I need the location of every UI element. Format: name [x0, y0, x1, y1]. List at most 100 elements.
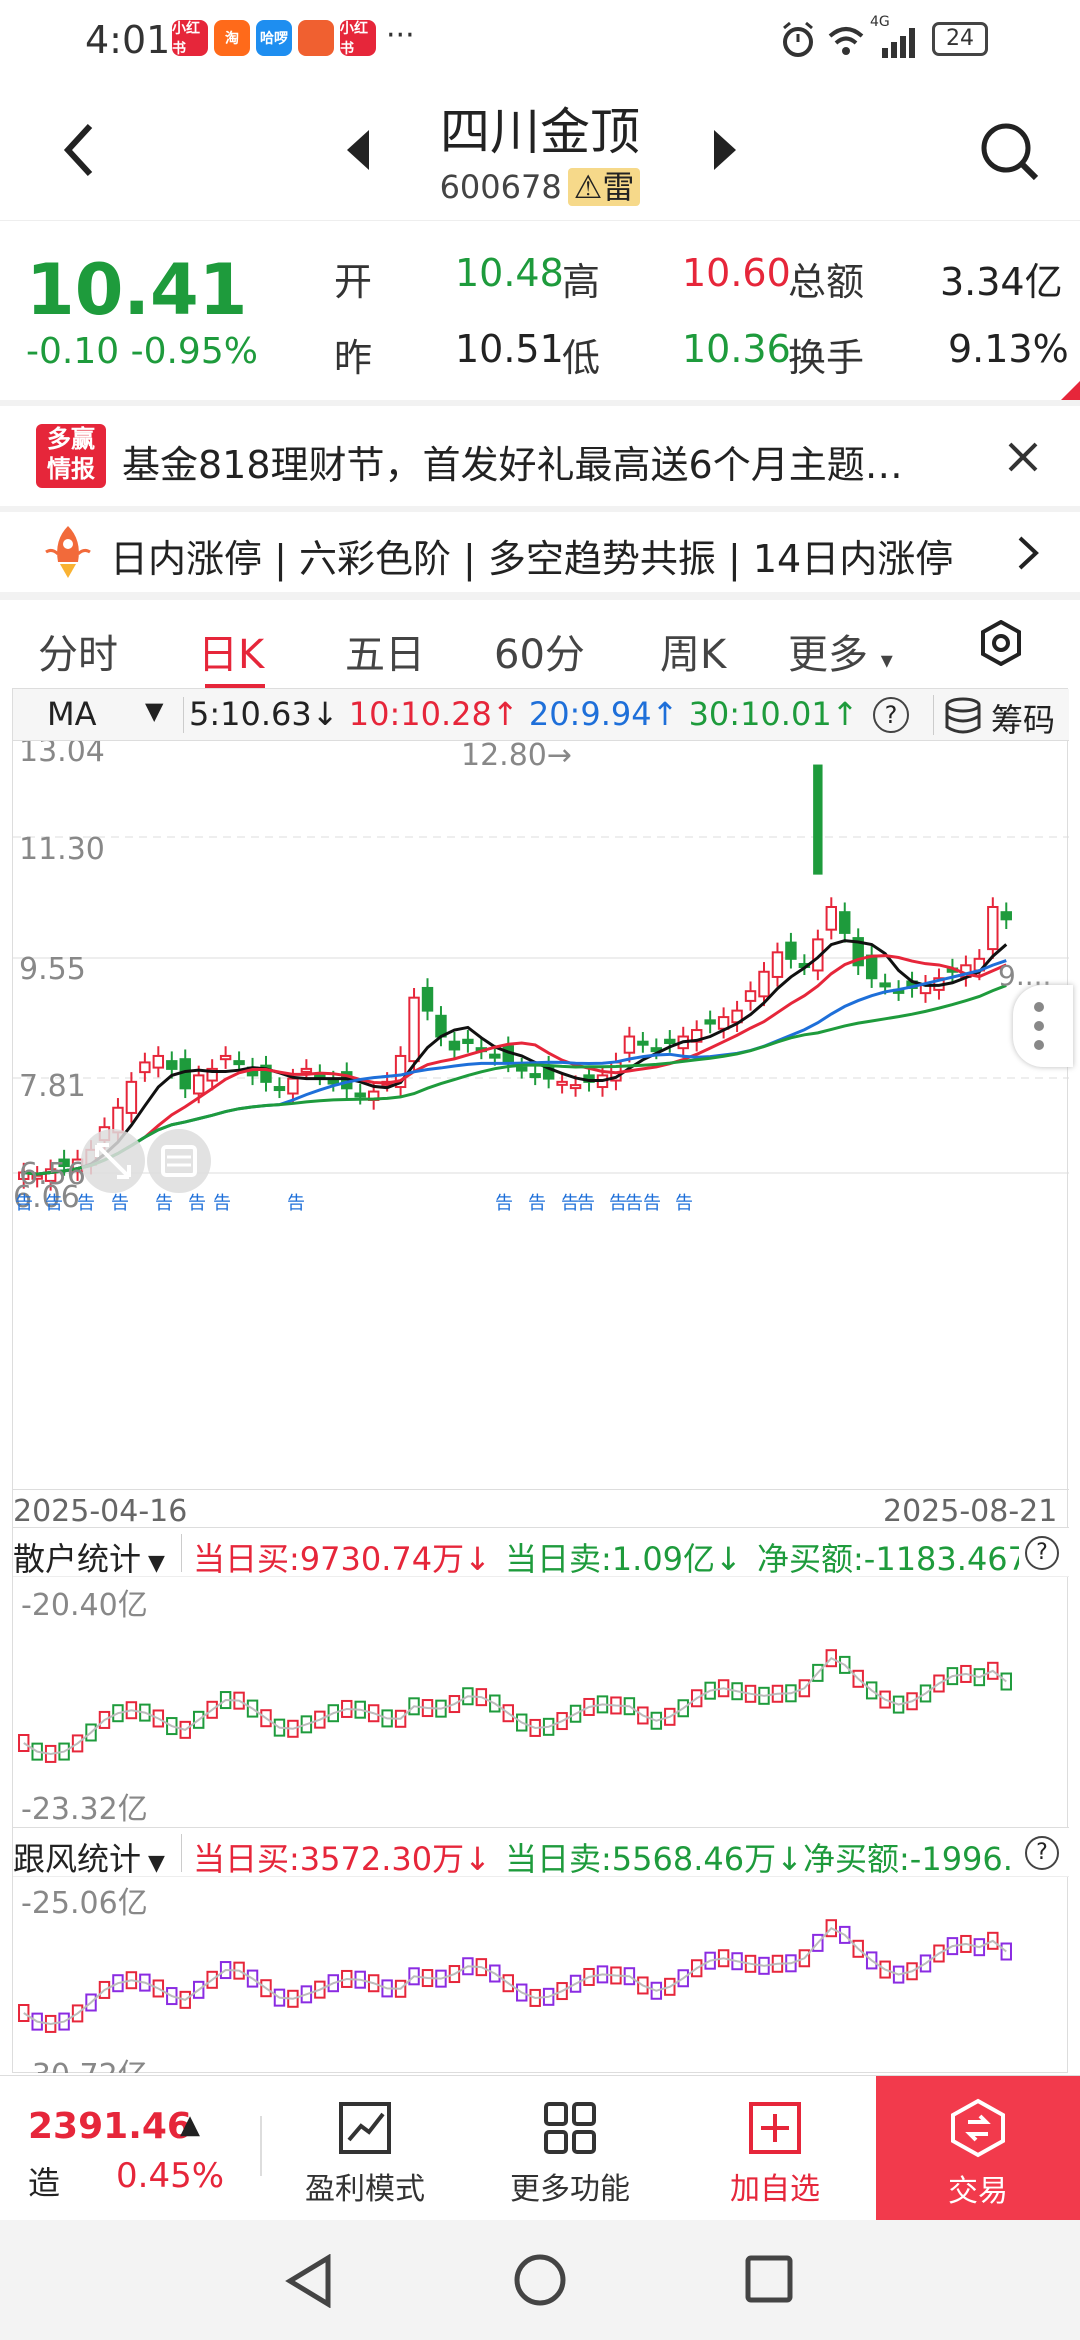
news-banner[interactable]: 多赢 情报 基金818理财节，首发好礼最高送6个月主题… — [0, 406, 1080, 506]
announcement-marker[interactable]: 告 — [77, 1193, 95, 1214]
chips-label[interactable]: 筹码 — [991, 701, 1056, 739]
wifi-icon — [828, 27, 864, 55]
candle-body — [233, 1060, 245, 1066]
prev-close-label: 昨 — [334, 336, 373, 380]
ma-selector-label: MA — [47, 695, 97, 733]
period-tabs: 分时 日K 五日 60分 周K 更多 ▾ — [0, 600, 1080, 688]
ma30-line — [23, 984, 1007, 1176]
risk-warning-tag[interactable]: ⚠雷 — [567, 168, 641, 206]
taobao-app-icon: 淘 — [214, 20, 250, 56]
retail-stats-header: 散户统计 ▼ 当日买:9730.74万↓ 当日卖:1.09亿↓ 净买额:-118… — [13, 1527, 1069, 1577]
ma20-value: 20:9.94↑ — [528, 695, 679, 733]
more-functions-button[interactable]: 更多功能 — [495, 2076, 645, 2221]
announcement-markers: 告告告告告告告告告告告告 告告告告 — [15, 1193, 693, 1214]
screenshot-button[interactable] — [147, 1129, 211, 1193]
announcement-marker[interactable]: 告 — [287, 1193, 305, 1214]
announcement-marker[interactable]: 告 — [213, 1193, 231, 1214]
trade-button[interactable]: 交易 — [876, 2076, 1080, 2221]
nav-recents-icon[interactable] — [744, 2254, 794, 2304]
prev-stock-icon[interactable] — [345, 128, 371, 172]
ma-legend-row: MA ▼ 5:10.63↓ 10:10.28↑ 20:9.94↑ 30:10.0… — [13, 689, 1069, 741]
y-tick-label: 11.30 — [19, 832, 105, 867]
announcement-marker[interactable]: 告 — [111, 1193, 129, 1214]
follow-stats-header: 跟风统计 ▼ 当日买:3572.30万↓ 当日卖:5568.46万↓ 净买额:-… — [13, 1827, 1069, 1877]
candle-body — [206, 1067, 218, 1082]
indicator-selector[interactable]: 跟风统计 ▼ — [13, 1834, 165, 1876]
news-text[interactable]: 基金818理财节，首发好礼最高送6个月主题… — [122, 443, 903, 487]
announcement-marker[interactable]: 告 — [609, 1193, 627, 1214]
announcement-marker[interactable]: 告 — [528, 1193, 546, 1214]
ma10-value: 10:10.28↑ — [348, 695, 519, 733]
caret-down-icon[interactable]: ▼ — [145, 697, 164, 725]
index-name: 造 — [28, 2164, 61, 2202]
announcement-marker[interactable]: 告 — [495, 1193, 513, 1214]
ticker-text[interactable]: 日内涨停 | 六彩色阶 | 多空趋势共振 | 14日内涨停 — [110, 537, 954, 581]
indicator1-bars — [18, 1649, 1012, 1763]
feature-ticker[interactable]: 日内涨停 | 六彩色阶 | 多空趋势共振 | 14日内涨停 — [0, 512, 1080, 592]
ma-selector[interactable]: MA — [47, 695, 97, 733]
announcement-marker[interactable]: 告 — [675, 1193, 693, 1214]
announcement-marker[interactable]: 告 — [45, 1193, 63, 1214]
indicator2-sell: 当日卖:5568.46万↓ — [505, 1840, 803, 1877]
candle-body — [744, 990, 757, 1002]
settings-icon[interactable] — [980, 620, 1022, 666]
alarm-icon — [783, 21, 813, 57]
tab-intraday[interactable]: 分时 — [38, 632, 118, 678]
indicator-selector[interactable]: 散户统计 ▼ — [13, 1534, 165, 1576]
candle-body — [44, 1168, 57, 1182]
tab-60min[interactable]: 60分 — [494, 632, 585, 678]
profit-mode-button[interactable]: 盈利模式 — [290, 2076, 440, 2221]
announcement-marker[interactable]: 告 — [155, 1193, 173, 1214]
announcement-marker[interactable]: 告 — [15, 1193, 33, 1214]
xiaohongshu-app-icon-2: 小红书 — [340, 20, 376, 57]
kline-chart-panel: MA ▼ 5:10.63↓ 10:10.28↑ 20:9.94↑ 30:10.0… — [12, 688, 1073, 2073]
help-icon[interactable]: ? — [873, 697, 909, 733]
add-watchlist-button[interactable]: 加自选 — [700, 2076, 850, 2221]
announcement-marker[interactable]: 告 — [625, 1193, 643, 1214]
chevron-right-icon[interactable] — [1016, 534, 1040, 572]
separator — [260, 2116, 262, 2176]
index-change: 0.45% — [116, 2156, 225, 2196]
side-panel-handle[interactable] — [1013, 985, 1073, 1067]
follow-stats-chart: -25.06亿 -30.72亿 — [18, 1886, 1012, 2073]
y-tick-label: 9.55 — [19, 952, 86, 987]
help-icon[interactable]: ? — [1025, 1836, 1059, 1870]
nav-back-icon[interactable] — [284, 2254, 334, 2308]
announcement-marker[interactable]: 告 — [577, 1193, 595, 1214]
search-icon[interactable] — [978, 120, 1042, 184]
indicator-bar — [1000, 1672, 1012, 1691]
trade-label: 交易 — [948, 2174, 1008, 2209]
divider — [0, 506, 1080, 512]
announcement-marker[interactable]: 告 — [561, 1193, 579, 1214]
kline-chart[interactable]: 13.04 11.30 9.55 7.81 6.56 6.06 12.80→ 9… — [13, 741, 1069, 1489]
help-icon[interactable]: ? — [1025, 1536, 1059, 1570]
separator — [181, 1834, 182, 1872]
chips-icon[interactable] — [943, 697, 983, 735]
index-quote[interactable]: 2391.46 ▲ 造 0.45% — [0, 2076, 250, 2221]
announcement-marker[interactable]: 告 — [188, 1193, 206, 1214]
news-logo: 多赢 情报 — [36, 424, 106, 488]
announcement-marker[interactable]: 告 — [643, 1193, 661, 1214]
tab-five-day[interactable]: 五日 — [345, 632, 425, 678]
fullscreen-button[interactable] — [81, 1129, 145, 1193]
back-arrow-icon[interactable] — [60, 120, 100, 180]
low-label: 低 — [562, 336, 601, 380]
trade-icon — [951, 2098, 1005, 2158]
candle-body — [852, 937, 864, 967]
bottom-action-bar: 2391.46 ▲ 造 0.45% 盈利模式 更多功能 加自选 — [0, 2075, 1080, 2221]
tab-weekly-k[interactable]: 周K — [660, 632, 727, 678]
battery-level: 24 — [946, 26, 974, 51]
hello-app-icon: 哈啰 — [256, 20, 292, 56]
next-stock-icon[interactable] — [712, 128, 738, 172]
nav-home-icon[interactable] — [512, 2252, 568, 2308]
max-price-value: 12.80 — [461, 741, 547, 773]
candle-body — [300, 1067, 313, 1073]
start-date: 2025-04-16 — [13, 1494, 188, 1529]
turnover-label: 换手 — [788, 336, 865, 380]
tab-more[interactable]: 更多 ▾ — [788, 622, 893, 680]
close-icon[interactable] — [1006, 440, 1040, 474]
rocket-icon — [45, 526, 91, 578]
indicator1-top-label: -20.40亿 — [21, 1588, 148, 1623]
tab-daily-k[interactable]: 日K — [198, 632, 265, 678]
indicator2-buy: 当日买:3572.30万↓ — [193, 1840, 491, 1877]
